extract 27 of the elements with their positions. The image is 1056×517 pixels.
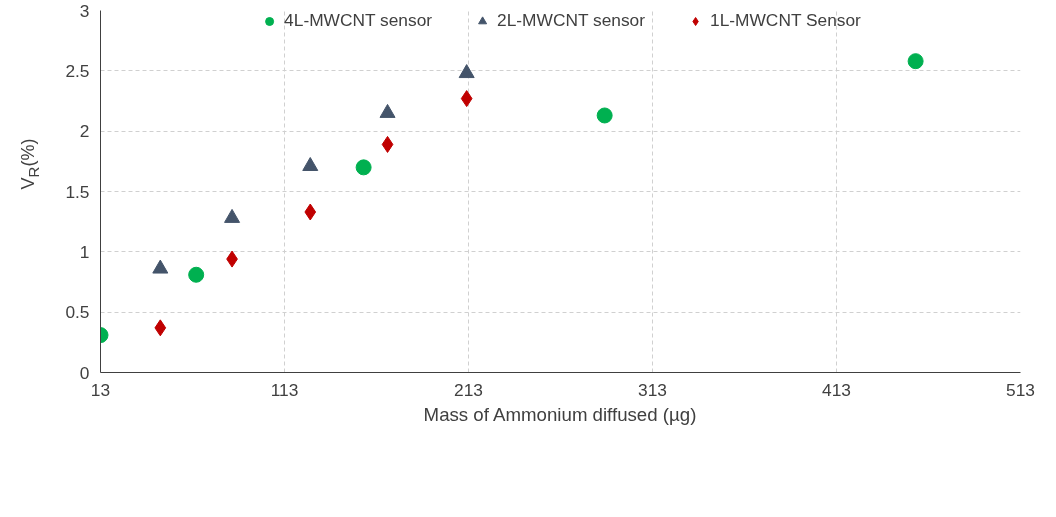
x-tick-label: 113 bbox=[270, 379, 299, 400]
point bbox=[907, 53, 924, 70]
y-tick-label: 1.5 bbox=[65, 181, 90, 202]
point bbox=[381, 135, 394, 153]
point bbox=[460, 90, 473, 108]
x-tick-label: 213 bbox=[454, 379, 483, 400]
point bbox=[596, 107, 613, 124]
x-tick-label: 413 bbox=[822, 379, 851, 400]
y-tick-label: 2.5 bbox=[65, 60, 90, 81]
legend-label: 2L-MWCNT sensor bbox=[497, 10, 646, 31]
legend-label: 4L-MWCNT sensor bbox=[284, 10, 433, 31]
point bbox=[304, 203, 317, 221]
y-tick-label: 1 bbox=[79, 241, 90, 262]
point bbox=[302, 157, 319, 171]
point bbox=[154, 319, 167, 337]
point bbox=[188, 266, 205, 283]
x-tick-label: 513 bbox=[1006, 379, 1035, 400]
y-tick-label: 2 bbox=[79, 121, 90, 142]
y-tick-label: 0 bbox=[79, 362, 90, 383]
y-tick-label: 3 bbox=[79, 0, 90, 21]
x-tick-label: 313 bbox=[638, 379, 667, 400]
y-tick-label: 0.5 bbox=[65, 302, 90, 323]
point bbox=[458, 64, 475, 79]
x-tick-label: 13 bbox=[90, 379, 111, 400]
legend-label: 1L-MWCNT Sensor bbox=[710, 10, 861, 31]
x-axis-title: Mass of Ammonium diffused (µg) bbox=[423, 403, 697, 425]
point bbox=[355, 159, 372, 176]
